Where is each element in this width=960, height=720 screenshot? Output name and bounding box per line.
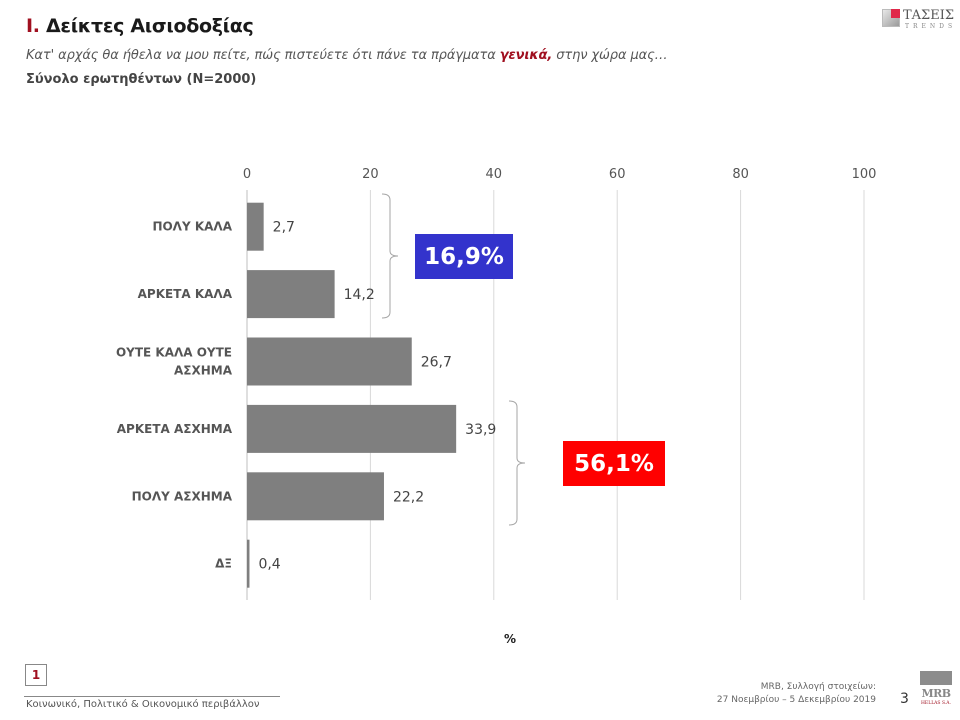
- category-label: ΑΡΚΕΤΑ ΚΑΛΑ: [138, 287, 233, 301]
- bar-value-label: 2,7: [273, 220, 295, 236]
- positive-total-callout: 16,9%: [415, 234, 513, 279]
- logo-name: ΤΑΣΕΙΣ: [903, 8, 955, 23]
- bar-value-label: 26,7: [421, 355, 452, 371]
- bar-value-label: 0,4: [258, 557, 280, 573]
- question-part: Κατ' αρχάς θα ήθελα να μου πείτε, πώς πι…: [26, 48, 500, 63]
- section-name: Κοινωνικό, Πολιτικό & Οικονομικό περιβάλ…: [26, 699, 260, 710]
- bar-value-label: 22,2: [393, 489, 424, 505]
- title-text: Δείκτες Αισιοδοξίας: [46, 15, 254, 37]
- question-text: Κατ' αρχάς θα ήθελα να μου πείτε, πώς πι…: [26, 48, 668, 63]
- logo-name: MRB: [921, 687, 951, 700]
- category-label: ΑΡΚΕΤΑ ΑΣΧΗΜΑ: [117, 422, 233, 436]
- x-tick-label: 20: [362, 167, 379, 182]
- page-title: I. Δείκτες Αισιοδοξίας: [26, 15, 254, 37]
- x-tick-label: 100: [852, 167, 877, 182]
- x-axis-label: %: [504, 632, 516, 646]
- x-tick-label: 40: [486, 167, 503, 182]
- grouping-brace: [508, 400, 526, 526]
- source-dates: 27 Νοεμβρίου – 5 Δεκεμβρίου 2019: [716, 695, 876, 705]
- category-label: ΠΟΛΥ ΚΑΛΑ: [152, 220, 232, 234]
- category-label: ΠΟΛΥ ΑΣΧΗΜΑ: [132, 489, 233, 503]
- logo-sub: TRENDS: [905, 23, 957, 30]
- x-tick-label: 0: [243, 167, 251, 182]
- x-tick-label: 60: [609, 167, 626, 182]
- mrb-logo: MRB HELLAS S.A.: [920, 671, 952, 713]
- bar: [247, 270, 335, 319]
- question-highlight: γενικά,: [499, 48, 553, 63]
- bar: [247, 539, 250, 588]
- logo-square-icon: [882, 9, 900, 27]
- source-line: MRB, Συλλογή στοιχείων:: [760, 682, 876, 692]
- taseis-logo: ΤΑΣΕΙΣ TRENDS: [882, 6, 955, 30]
- question-part: στην χώρα μας…: [552, 48, 668, 63]
- data-source: MRB, Συλλογή στοιχείων: 27 Νοεμβρίου – 5 …: [717, 681, 876, 707]
- x-tick-label: 80: [732, 167, 749, 182]
- bar: [247, 337, 412, 386]
- bar: [247, 472, 384, 521]
- title-number: I.: [26, 15, 40, 37]
- bar: [247, 202, 264, 251]
- category-label: ΟΥΤΕ ΚΑΛΑ ΟΥΤΕ: [116, 346, 232, 360]
- chapter-number-box: 1: [25, 664, 47, 686]
- grouping-brace: [381, 193, 399, 319]
- negative-total-callout: 56,1%: [563, 441, 665, 486]
- category-label: ΔΞ: [215, 557, 232, 571]
- logo-bar-icon: [920, 671, 952, 685]
- sample-base: Σύνολο ερωτηθέντων (N=2000): [26, 72, 257, 87]
- bar-value-label: 14,2: [344, 287, 375, 303]
- bar-value-label: 33,9: [465, 422, 496, 438]
- page-number: 3: [900, 691, 909, 707]
- logo-sub: HELLAS S.A.: [921, 701, 951, 706]
- category-label: ΑΣΧΗΜΑ: [174, 364, 233, 378]
- bar: [247, 404, 457, 453]
- footer-divider: [24, 696, 280, 697]
